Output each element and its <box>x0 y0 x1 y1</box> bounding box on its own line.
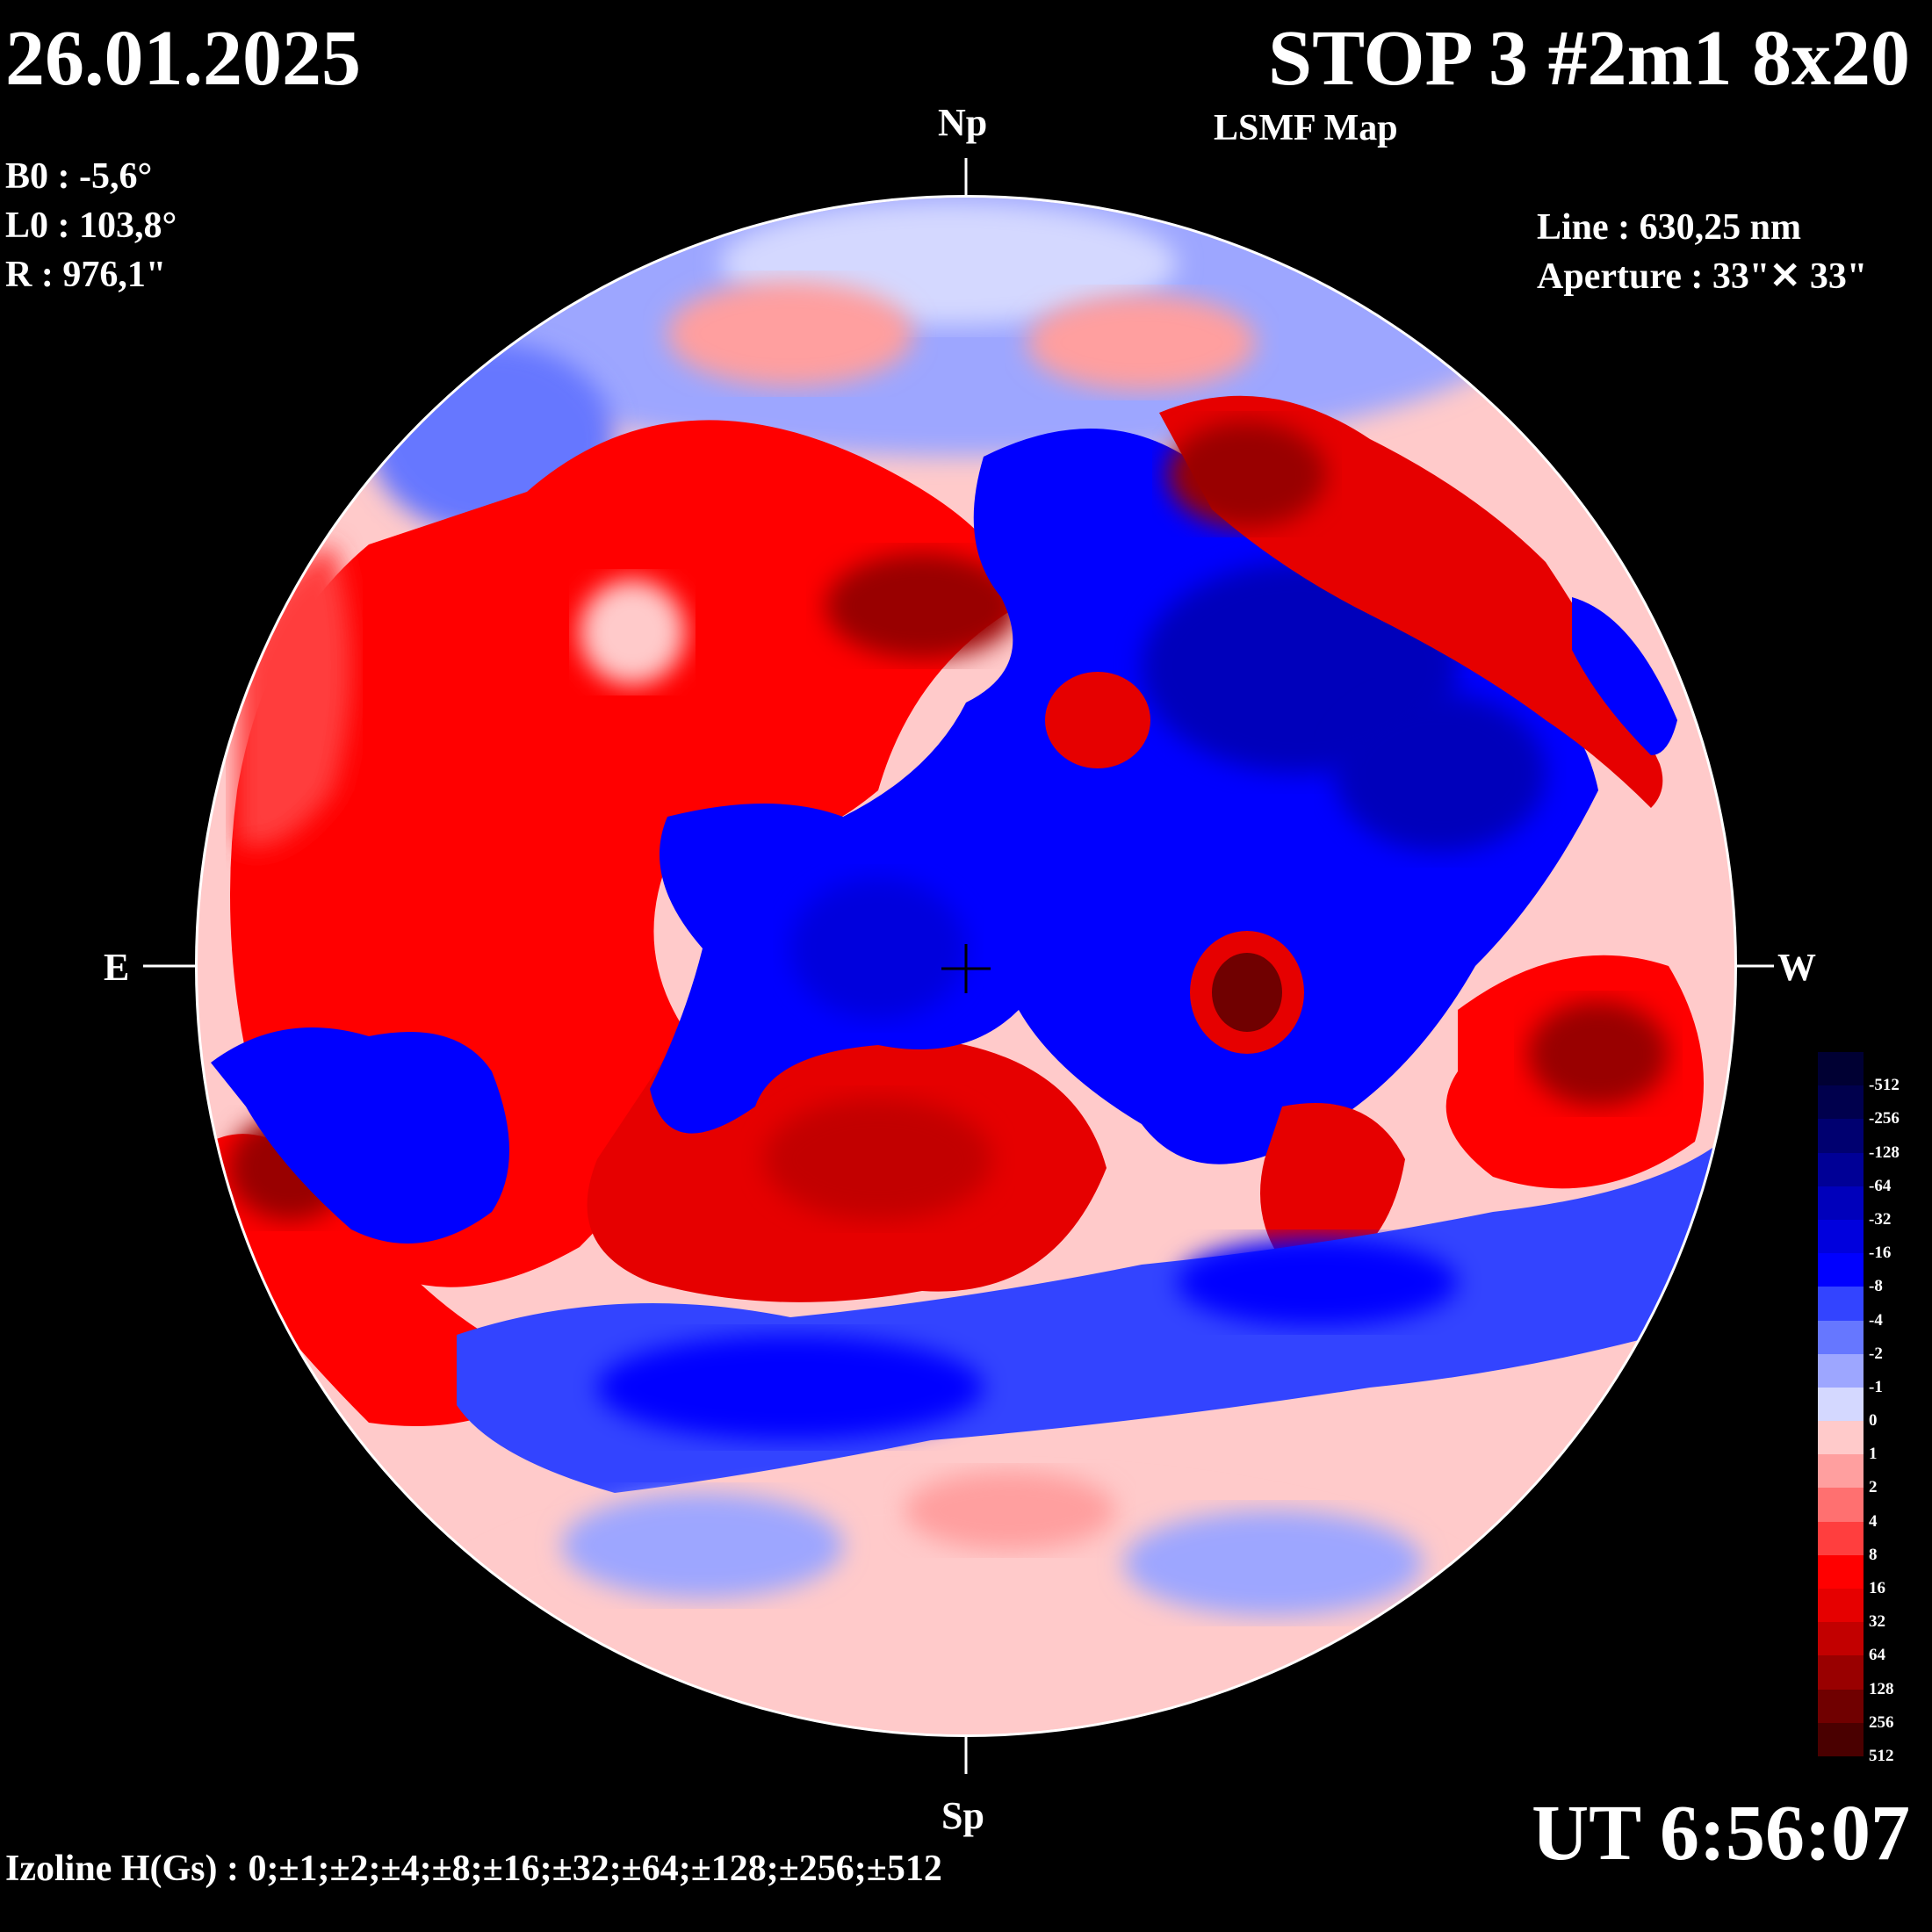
colorbar-swatch <box>1818 1589 1864 1623</box>
aperture-size: Aperture : 33"✕ 33" <box>1537 256 1868 297</box>
colorbar-swatch <box>1818 1085 1864 1120</box>
colorbar-label: 8 <box>1869 1545 1878 1564</box>
colorbar-swatch <box>1818 1219 1864 1254</box>
colorbar-swatch <box>1818 1353 1864 1388</box>
izoline-levels: Izoline H(Gs) : 0;±1;±2;±4;±8;±16;±32;±6… <box>5 1849 942 1889</box>
spectral-line: Line : 630,25 nm <box>1537 207 1802 248</box>
colorbar-swatch <box>1818 1186 1864 1221</box>
colorbar-label: -4 <box>1869 1310 1883 1330</box>
field-strength-colorbar: -512 -256 -128 -64 -32 -16 -8 -4 -2 -1 0 1 2 4 8 16 32 64… <box>1818 1052 1916 1764</box>
colorbar-label: 1 <box>1869 1445 1878 1464</box>
colorbar-swatch <box>1818 1287 1864 1322</box>
colorbar-swatch <box>1818 1387 1864 1422</box>
colorbar-label: 4 <box>1869 1511 1878 1531</box>
colorbar-label: -32 <box>1869 1209 1892 1229</box>
north-pole-label: Np <box>938 101 988 144</box>
colorbar-swatch <box>1818 1722 1864 1757</box>
colorbar-label: -128 <box>1869 1143 1900 1162</box>
colorbar-swatch <box>1818 1454 1864 1489</box>
colorbar-swatch <box>1818 1689 1864 1724</box>
colorbar-swatch <box>1818 1152 1864 1187</box>
colorbar-label: 16 <box>1869 1579 1885 1598</box>
colorbar-label: 128 <box>1869 1679 1894 1698</box>
colorbar-label: -512 <box>1869 1076 1900 1095</box>
map-subtitle: LSMF Map <box>1214 108 1398 148</box>
colorbar-swatch <box>1818 1655 1864 1690</box>
colorbar-label: 32 <box>1869 1612 1885 1632</box>
colorbar-label: -1 <box>1869 1377 1883 1396</box>
colorbar-label: -256 <box>1869 1109 1900 1128</box>
magnetic-field-regions <box>198 198 1734 1734</box>
east-label: E <box>104 946 130 989</box>
colorbar-swatch <box>1818 1119 1864 1154</box>
colorbar-label: -64 <box>1869 1176 1892 1195</box>
colorbar-label: 2 <box>1869 1478 1878 1497</box>
colorbar-swatch <box>1818 1320 1864 1355</box>
colorbar-swatch <box>1818 1421 1864 1455</box>
west-label: W <box>1777 946 1816 989</box>
colorbar-label: 0 <box>1869 1411 1878 1431</box>
colorbar-label: -2 <box>1869 1344 1883 1363</box>
b0-value: B0 : -5,6° <box>5 156 153 197</box>
colorbar-swatch <box>1818 1052 1864 1086</box>
colorbar-label: 512 <box>1869 1747 1894 1765</box>
colorbar-swatch <box>1818 1488 1864 1523</box>
l0-value: L0 : 103,8° <box>5 205 177 246</box>
colorbar-label: 256 <box>1869 1712 1894 1732</box>
colorbar-swatch <box>1818 1253 1864 1287</box>
map-title: STOP 3 #2m1 8x20 <box>1268 15 1910 102</box>
colorbar-swatch <box>1818 1554 1864 1590</box>
colorbar-label: -16 <box>1869 1244 1892 1263</box>
colorbar-label: 64 <box>1869 1646 1885 1665</box>
colorbar-swatch <box>1818 1622 1864 1656</box>
south-pole-label: Sp <box>941 1794 984 1837</box>
ut-time: UT 6:56:07 <box>1532 1790 1910 1877</box>
radius-value: R : 976,1" <box>5 255 167 295</box>
observation-date: 26.01.2025 <box>5 15 361 102</box>
colorbar-swatch <box>1818 1521 1864 1556</box>
colorbar-label: -8 <box>1869 1277 1883 1296</box>
